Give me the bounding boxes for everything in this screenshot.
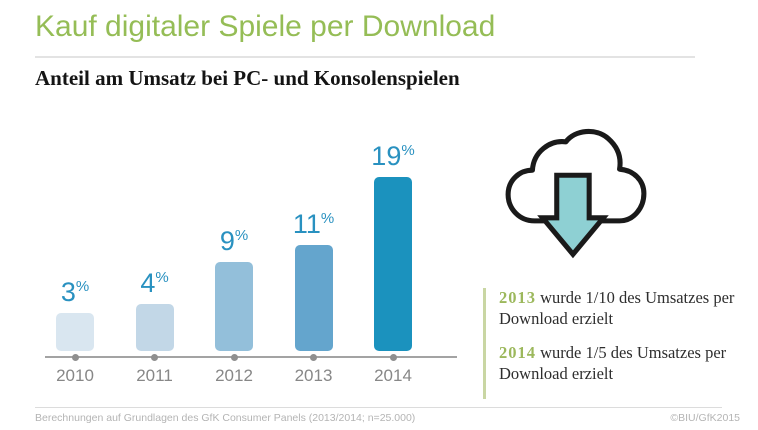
chart-subtitle: Anteil am Umsatz bei PC- und Konsolenspi… xyxy=(35,66,460,90)
value-label-2012: 9% xyxy=(219,226,249,256)
source-note: Berechnungen auf Grundlagen des GfK Cons… xyxy=(35,412,416,424)
bar-2012 xyxy=(215,262,253,351)
footer-divider xyxy=(35,407,722,408)
x-axis-line xyxy=(45,356,457,358)
year-label-2012: 2012 xyxy=(215,366,253,385)
bar-2014 xyxy=(374,177,412,351)
year-label-2010: 2010 xyxy=(56,366,94,385)
axis-tick-dot xyxy=(71,354,79,361)
download-arrow xyxy=(537,172,609,259)
bar-2013 xyxy=(294,245,333,351)
axis-tick-dot xyxy=(230,354,238,361)
copyright-note: ©BIU/GfK2015 xyxy=(670,412,740,424)
annotation-panel: 2013 wurde 1/10 des Umsatzes per Downloa… xyxy=(483,288,745,399)
annotation-text: wurde 1/5 des Umsatzes per Download erzi… xyxy=(499,343,727,383)
year-label-2011: 2011 xyxy=(136,366,173,385)
annotation-year: 2013 xyxy=(499,288,536,307)
annotation-text: wurde 1/10 des Umsatzes per Download erz… xyxy=(499,288,735,328)
axis-tick-dot xyxy=(310,354,317,361)
annotation-2014: 2014 wurde 1/5 des Umsatzes per Download… xyxy=(499,343,745,384)
value-label-2014: 19% xyxy=(371,141,415,171)
axis-tick-dot xyxy=(151,354,158,361)
value-label-2011: 4% xyxy=(140,268,169,298)
page-title: Kauf digitaler Spiele per Download xyxy=(35,10,496,43)
value-label-2010: 3% xyxy=(60,277,90,307)
cloud-download-icon xyxy=(505,129,647,259)
bar-2011 xyxy=(135,304,174,351)
footer: Berechnungen auf Grundlagen des GfK Cons… xyxy=(35,412,740,424)
value-label-2013: 11% xyxy=(292,209,335,239)
bar-chart: 3% 2010 4% 2011 9% 2012 11% 2013 19% 2014 xyxy=(36,130,460,390)
axis-tick-dot xyxy=(389,354,397,361)
bar-2010 xyxy=(56,313,94,351)
annotation-2013: 2013 wurde 1/10 des Umsatzes per Downloa… xyxy=(499,288,745,329)
annotation-year: 2014 xyxy=(499,343,536,363)
year-label-2013: 2013 xyxy=(294,366,333,385)
year-label-2014: 2014 xyxy=(374,366,412,385)
title-divider xyxy=(35,56,695,58)
